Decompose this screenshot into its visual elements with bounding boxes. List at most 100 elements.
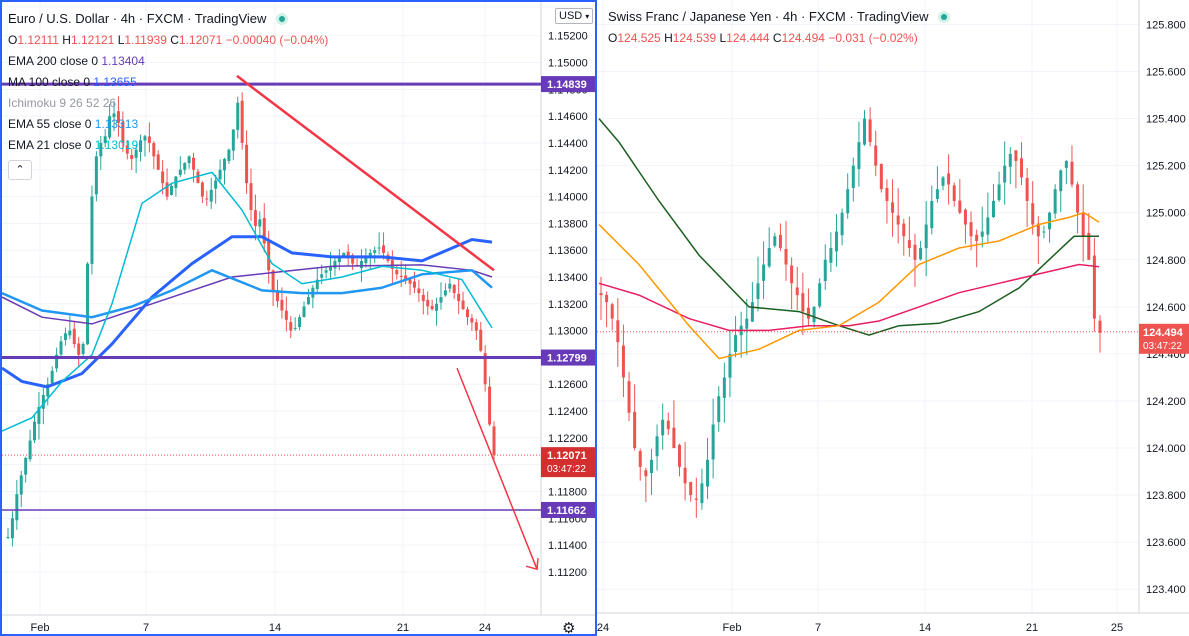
candle xyxy=(616,298,620,367)
candle xyxy=(677,443,681,477)
candle xyxy=(377,232,381,255)
candle-body xyxy=(711,424,715,460)
candle xyxy=(1098,315,1102,353)
level-price-label: 1.14839 xyxy=(547,79,587,91)
candle xyxy=(947,154,951,205)
candle xyxy=(879,163,883,193)
candle-body xyxy=(276,290,280,302)
candle-body xyxy=(919,248,923,260)
candle xyxy=(77,337,81,367)
time-tick-label: 24 xyxy=(597,622,609,634)
candle-body xyxy=(161,171,165,184)
candle-body xyxy=(840,212,844,236)
candle xyxy=(1064,160,1068,185)
indicator-ema21[interactable]: EMA 21 close 0 1.13019 xyxy=(8,135,328,156)
candle xyxy=(465,306,469,325)
candle xyxy=(81,341,85,358)
candle-body xyxy=(337,255,341,263)
candle xyxy=(15,480,19,530)
indicator-ma100[interactable]: MA 100 close 0 1.13655 xyxy=(8,72,328,93)
candle-body xyxy=(1008,153,1012,167)
candle xyxy=(963,208,967,244)
candle xyxy=(689,481,693,502)
candle-body xyxy=(262,217,266,244)
time-tick-label: 14 xyxy=(919,622,931,634)
candle xyxy=(655,424,659,471)
candle-body xyxy=(324,270,328,273)
price-tick-label: 1.13800 xyxy=(548,218,588,230)
candle-body xyxy=(421,294,425,302)
candle-body xyxy=(1081,212,1085,237)
candle xyxy=(240,92,244,150)
candle xyxy=(834,214,838,267)
chfjpy-chart-panel[interactable]: 125.800 125.600 125.400 125.200 125.000 124.8… xyxy=(597,0,1189,636)
price-tick-label: 1.12600 xyxy=(548,379,588,391)
candle-body xyxy=(143,136,147,141)
candle-body xyxy=(722,377,726,398)
candle xyxy=(125,140,129,160)
candle xyxy=(930,185,934,235)
current-price-label: 124.494 xyxy=(1143,327,1184,339)
candle-body xyxy=(452,284,456,294)
candle-body xyxy=(209,189,213,202)
collapse-legend-button[interactable]: ⌃ xyxy=(8,160,32,180)
candle xyxy=(1070,145,1074,188)
chfjpy-chart-canvas[interactable]: 125.800 125.600 125.400 125.200 125.000 124.8… xyxy=(597,0,1189,636)
candle xyxy=(63,327,67,346)
candle xyxy=(293,317,297,331)
candle-body xyxy=(192,157,196,170)
candle-body xyxy=(834,231,838,252)
price-tick-label: 1.13200 xyxy=(548,299,588,311)
candle xyxy=(24,456,28,483)
candle-body xyxy=(1076,184,1080,213)
gear-icon[interactable]: ⚙ xyxy=(562,620,576,636)
candle-body xyxy=(745,318,749,329)
eurusd-chart-panel[interactable]: 1.152001.150001.148001.146001.144001.142… xyxy=(0,0,597,636)
candle-body xyxy=(63,333,67,341)
chfjpy-title[interactable]: Swiss Franc / Japanese Yen · 4h · FXCM ·… xyxy=(608,9,929,24)
chevron-down-icon: ▾ xyxy=(585,12,590,21)
candle xyxy=(94,151,98,202)
currency-selector[interactable]: USD ▾ xyxy=(555,8,594,24)
eurusd-title[interactable]: Euro / U.S. Dollar · 4h · FXCM · Trading… xyxy=(8,11,267,26)
candle-body xyxy=(395,270,399,275)
candle xyxy=(236,96,240,139)
indicator-ichimoku[interactable]: Ichimoku 9 26 52 26 xyxy=(8,93,328,114)
indicator-value: 1.13019 xyxy=(94,138,139,152)
indicator-ema200[interactable]: EMA 200 close 0 1.13404 xyxy=(8,51,328,72)
candle-body xyxy=(245,144,249,184)
candle xyxy=(178,156,182,178)
candle xyxy=(298,314,302,331)
ohlc-low-label: L xyxy=(719,31,727,45)
candle-body xyxy=(408,279,412,284)
indicator-ema55[interactable]: EMA 55 close 0 1.13313 xyxy=(8,114,328,135)
indicator-label: EMA 21 close 0 xyxy=(8,138,92,152)
candle xyxy=(868,107,872,147)
candle xyxy=(231,129,235,161)
candle-body xyxy=(874,145,878,166)
candle xyxy=(728,330,732,398)
candle xyxy=(694,477,698,518)
candle xyxy=(1008,147,1012,185)
candle-body xyxy=(829,248,833,263)
candle-body xyxy=(417,288,421,294)
ohlc-high-value: 124.539 xyxy=(672,31,717,45)
candle-body xyxy=(6,537,10,539)
chevron-up-icon: ⌃ xyxy=(15,164,25,176)
ohlc-open-value: 124.525 xyxy=(617,31,661,45)
price-tick-label: 1.13400 xyxy=(548,272,588,284)
indicator-line xyxy=(2,171,493,432)
candle-body xyxy=(329,266,333,271)
candle-body xyxy=(72,328,76,345)
candle-body xyxy=(868,119,872,143)
candle xyxy=(205,190,209,206)
candle-body xyxy=(399,275,403,277)
candle-body xyxy=(271,270,275,291)
candle xyxy=(430,299,434,311)
candle-body xyxy=(986,217,990,235)
candle-body xyxy=(280,299,284,311)
candle-body xyxy=(863,118,867,145)
eurusd-chart-canvas[interactable]: 1.152001.150001.148001.146001.144001.142… xyxy=(2,2,597,636)
time-tick-label: Feb xyxy=(31,622,50,634)
candle-body xyxy=(121,121,125,143)
